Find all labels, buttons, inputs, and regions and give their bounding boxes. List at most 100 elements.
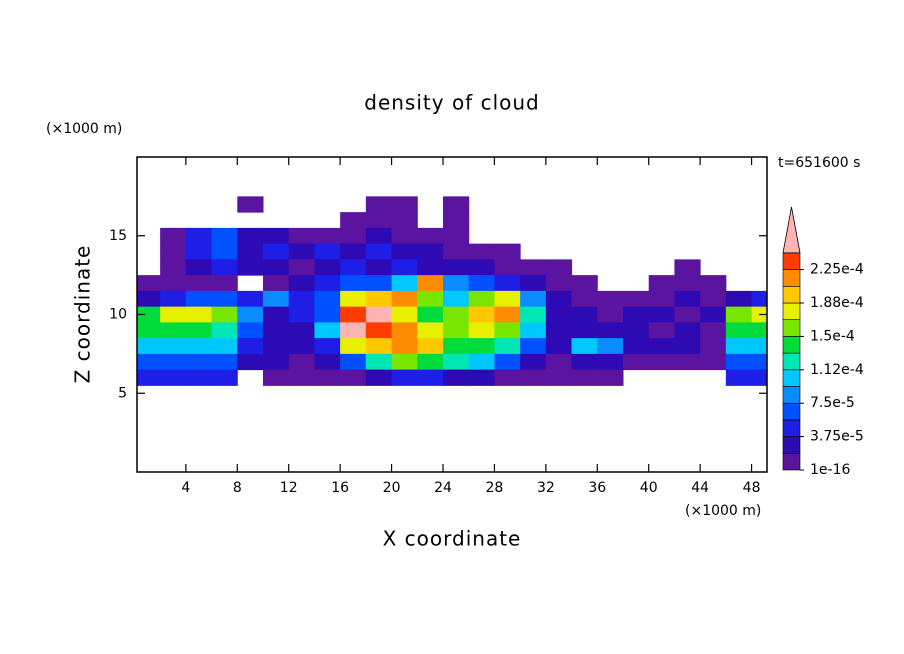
contour-cell: [468, 290, 495, 308]
contour-cell: [288, 338, 315, 355]
contour-cell: [288, 275, 315, 292]
contour-cell: [314, 369, 341, 386]
contour-cell: [391, 275, 418, 292]
contour-cell: [674, 353, 701, 371]
contour-cell: [391, 227, 418, 245]
x-tick-label: 12: [280, 480, 298, 496]
contour-cell: [185, 322, 213, 339]
contour-cell: [263, 275, 290, 292]
contour-cell: [391, 212, 418, 229]
contour-cell: [545, 369, 573, 386]
contour-cell: [443, 275, 470, 292]
contour-cell: [160, 306, 187, 323]
contour-cell: [725, 306, 753, 323]
contour-cell: [365, 290, 393, 308]
chart-title: density of cloud: [364, 91, 539, 115]
contour-cell: [137, 290, 161, 308]
contour-cell: [443, 259, 470, 276]
contour-cell: [263, 353, 290, 371]
contour-cell: [211, 338, 238, 355]
contour-cell: [417, 369, 444, 386]
contour-cell: [417, 275, 444, 292]
colorbar-band: [782, 369, 801, 387]
contour-cell: [597, 290, 624, 308]
contour-cell: [468, 338, 495, 355]
contour-cell: [494, 275, 521, 292]
contour-cell: [468, 259, 495, 276]
contour-cell: [597, 322, 624, 339]
contour-cell: [623, 322, 650, 339]
contour-cell: [571, 322, 598, 339]
contour-cell: [340, 227, 367, 245]
contour-cell: [365, 369, 393, 386]
contour-cell: [211, 290, 238, 308]
contour-cell: [185, 259, 213, 276]
contour-cell: [520, 369, 547, 386]
contour-cell: [391, 259, 418, 276]
contour-cell: [340, 275, 367, 292]
colorbar-band: [782, 452, 801, 471]
contour-cell: [545, 275, 573, 292]
contour-cell: [648, 353, 675, 371]
contour-cell: [160, 353, 187, 371]
contour-cell: [137, 322, 161, 339]
contour-cell: [160, 227, 187, 245]
contour-cell: [751, 353, 767, 371]
contour-cell: [365, 227, 393, 245]
contour-cell: [494, 353, 521, 371]
contour-cell: [545, 322, 573, 339]
contour-cell: [340, 322, 367, 339]
colorbar-band: [782, 402, 801, 421]
contour-cell: [468, 369, 495, 386]
contour-cell: [725, 338, 753, 355]
contour-cell: [468, 243, 495, 260]
contour-cell: [391, 338, 418, 355]
contour-cell: [443, 290, 470, 308]
colorbar-band: [782, 386, 801, 404]
contour-cell: [443, 306, 470, 323]
contour-cell: [468, 275, 495, 292]
contour-cell: [263, 227, 290, 245]
contour-cell: [597, 369, 624, 386]
contour-cell: [137, 338, 161, 355]
contour-cell: [443, 338, 470, 355]
contour-cell: [340, 259, 367, 276]
x-tick-label: 40: [640, 480, 658, 496]
contour-cell: [263, 290, 290, 308]
contour-cell: [494, 290, 521, 308]
contour-cell: [211, 259, 238, 276]
contour-cell: [263, 259, 290, 276]
contour-cell: [648, 306, 675, 323]
contour-cell: [417, 227, 444, 245]
contour-cell: [160, 369, 187, 386]
contour-cell: [674, 259, 701, 276]
colorbar-band: [782, 302, 801, 321]
contour-cell: [314, 353, 341, 371]
colorbar-band: [782, 419, 801, 437]
contour-cell: [391, 322, 418, 339]
contour-cell: [237, 227, 264, 245]
contour-cell: [417, 322, 444, 339]
contour-cell: [288, 353, 315, 371]
contour-cell: [648, 338, 675, 355]
colorbar-band: [782, 319, 801, 337]
contour-cell: [623, 353, 650, 371]
contour-cell: [571, 306, 598, 323]
contour-cell: [700, 353, 727, 371]
contour-cell: [288, 369, 315, 386]
contour-cell: [520, 290, 547, 308]
contour-cell: [674, 275, 701, 292]
contour-cell: [340, 212, 367, 229]
contour-cell: [494, 322, 521, 339]
contour-cell: [314, 243, 341, 260]
contour-cell: [314, 306, 341, 323]
contour-cell: [417, 243, 444, 260]
contour-cell: [623, 290, 650, 308]
contour-cell: [751, 322, 767, 339]
contour-cell: [365, 259, 393, 276]
contour-cell: [340, 290, 367, 308]
contour-cell: [725, 322, 753, 339]
contour-cell: [211, 369, 238, 386]
colorbar-tick-label: 3.75e-5: [810, 429, 864, 445]
contour-cell: [263, 306, 290, 323]
